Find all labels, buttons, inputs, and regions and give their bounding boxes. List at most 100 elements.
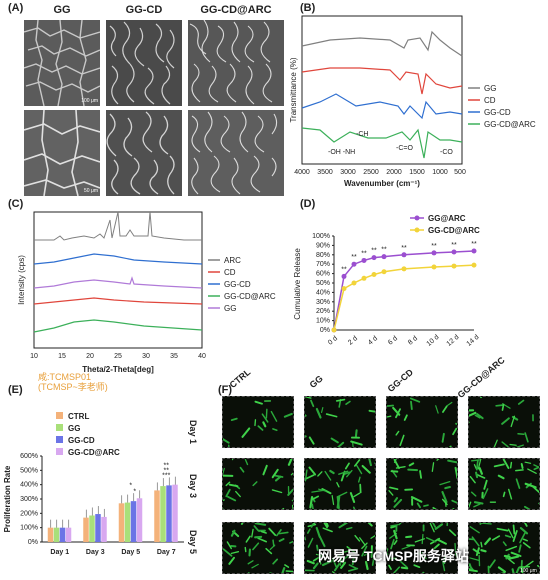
release-ytick: 0% — [320, 327, 330, 334]
sem-image-gg-top: 100 μm — [24, 20, 100, 106]
xrd-xtick: 15 — [58, 353, 66, 360]
watermark-line1: 咸:TCMSP01 — [38, 372, 92, 382]
ftir-annot-ohnh: -OH -NH — [328, 149, 355, 156]
prolif-ytick: 300% — [20, 496, 38, 503]
release-ylabel: Cumulative Release — [293, 248, 302, 320]
prolif-bar — [160, 486, 166, 542]
panel-a-label: (A) — [8, 2, 24, 14]
ftir-xtick: 500 — [454, 169, 466, 176]
fluorescence-image — [222, 458, 294, 510]
release-significance: ** — [381, 247, 387, 254]
sem-col-gg-cd-arc: GG-CD@ARC — [200, 4, 272, 16]
release-significance: ** — [341, 266, 347, 273]
release-ytick: 60% — [316, 271, 330, 278]
sem-image-gg-cd-top — [106, 20, 182, 106]
ftir-legend: GG CD GG-CD GG-CD@ARC — [468, 84, 536, 129]
release-chart: Cumulative Release 0% 10% 20% 30% 40% 50% 60% 7… — [293, 214, 481, 348]
release-ytick: 20% — [316, 308, 330, 315]
prolif-ylabel: Proliferation Rate — [3, 465, 12, 532]
release-significance: ** — [471, 241, 477, 248]
xrd-xtick: 40 — [198, 353, 206, 360]
xrd-line-cd — [33, 297, 203, 305]
release-point — [381, 254, 387, 260]
prolif-legend-gg: GG — [68, 424, 80, 433]
prolif-ytick: 600% — [20, 453, 38, 460]
xrd-legend-gg: GG — [224, 304, 236, 313]
ftir-xtick: 3000 — [340, 169, 356, 176]
prolif-ytick: 200% — [20, 510, 38, 517]
prolif-xtick: Day 1 — [50, 549, 69, 556]
prolif-significance: ** — [164, 467, 170, 474]
sem-col-gg: GG — [53, 4, 71, 16]
prolif-bar — [95, 514, 101, 542]
sem-image-gg-bottom: 50 μm — [24, 110, 100, 196]
release-ytick: 90% — [316, 242, 330, 249]
prolif-bar — [59, 527, 66, 542]
xrd-xlabel: Theta/2-Theta[deg] — [82, 365, 154, 374]
xrd-line-gg-cd — [33, 253, 203, 265]
watermark-line2: (TCMSP~李老师) — [38, 382, 108, 392]
release-significance: ** — [451, 242, 457, 249]
ftir-line-cd — [301, 67, 463, 95]
release-point — [381, 269, 387, 275]
xrd-legend-gg-cd-arc: GG-CD@ARC — [224, 292, 276, 301]
xrd-legend: ARC CD GG-CD GG-CD@ARC GG — [208, 256, 276, 313]
release-legend-gg-arc: GG@ARC — [428, 214, 466, 223]
fluorescence-image — [386, 458, 458, 510]
ftir-annot-co: -CO — [440, 149, 453, 156]
prolif-ytick: 500% — [20, 467, 38, 474]
prolif-bar — [65, 527, 72, 542]
release-xtick: 6 d — [387, 335, 399, 347]
prolif-bar — [166, 485, 172, 542]
ftir-legend-gg-cd-arc: GG-CD@ARC — [484, 120, 536, 129]
xrd-legend-gg-cd: GG-CD — [224, 280, 251, 289]
xrd-x-ticks: 10 15 20 25 30 35 40 — [30, 353, 206, 360]
release-ytick: 30% — [316, 299, 330, 306]
fluorescence-image — [304, 458, 376, 510]
ftir-annot-co-double: -C=O — [396, 145, 413, 152]
fluorescence-image — [468, 396, 540, 448]
prolif-bar — [101, 516, 107, 542]
xrd-xtick: 10 — [30, 353, 38, 360]
prolif-legend: CTRL GG GG-CD GG-CD@ARC — [56, 412, 120, 457]
release-ytick: 50% — [316, 280, 330, 287]
prolif-xtick: Day 3 — [86, 549, 105, 556]
release-xtick: 14 d — [466, 334, 481, 348]
ftir-annot-ch: -CH — [356, 131, 368, 138]
ftir-legend-gg-cd: GG-CD — [484, 108, 511, 117]
ftir-ylabel: Transmittance (%) — [290, 57, 298, 122]
fluo-row-day3: Day 3 — [188, 474, 198, 499]
ftir-line-gg-cd — [301, 93, 463, 120]
release-point — [351, 280, 357, 286]
prolif-significance: * — [129, 483, 132, 490]
proliferation-chart: Proliferation Rate 0% 100% 200% 300% 400% 500… — [3, 412, 184, 556]
fluorescence-image — [222, 522, 294, 574]
prolif-ytick: 0% — [28, 539, 38, 546]
xrd-xtick: 25 — [114, 353, 122, 360]
xrd-xtick: 20 — [86, 353, 94, 360]
release-line-gg-arc — [333, 250, 475, 331]
prolif-legend-ctrl: CTRL — [68, 412, 89, 421]
xrd-line-gg-cd-arc — [33, 319, 203, 333]
xrd-axes — [33, 211, 203, 349]
release-point — [431, 250, 437, 256]
ftir-line-gg-cd-arc — [301, 127, 463, 159]
release-ytick: 100% — [312, 233, 330, 240]
xrd-legend-arc: ARC — [224, 256, 241, 265]
prolif-ytick: 400% — [20, 482, 38, 489]
prolif-bar — [136, 498, 143, 542]
fluorescence-image — [304, 522, 376, 574]
ftir-xtick: 3500 — [317, 169, 333, 176]
release-xtick: 0 d — [327, 335, 339, 347]
ftir-x-ticks: 4000 3500 3000 2500 2000 1500 1000 500 — [294, 169, 466, 176]
release-point — [401, 252, 407, 258]
panel-d-label: (D) — [300, 198, 316, 210]
prolif-legend-gg-cd-arc: GG-CD@ARC — [68, 448, 120, 457]
fluo-row-day5: Day 5 — [188, 530, 198, 555]
prolif-bar — [172, 484, 178, 542]
prolif-bar — [154, 490, 160, 542]
sem-scale-top: 100 μm — [81, 98, 98, 104]
sem-scale-bottom: 50 μm — [84, 188, 98, 194]
release-significance: ** — [371, 248, 377, 255]
xrd-line-arc — [34, 211, 202, 241]
